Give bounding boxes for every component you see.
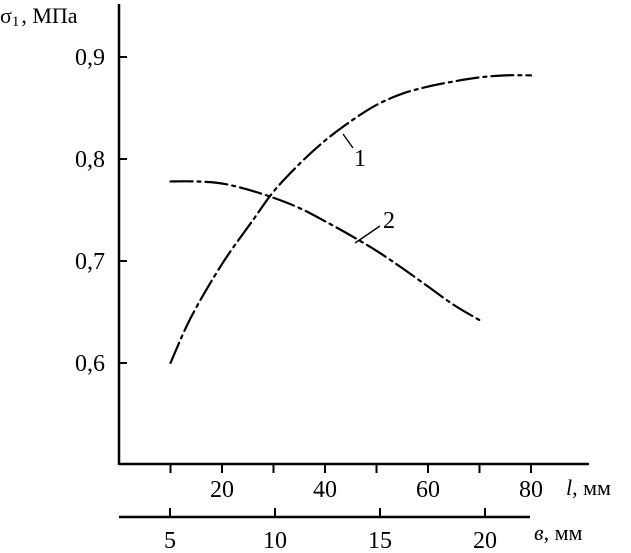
curve-label-1: 1 <box>354 146 366 172</box>
y-tick-label: 0,9 <box>75 45 105 71</box>
y-tick-label: 0,6 <box>75 351 105 377</box>
x-tick-label-l: 80 <box>519 477 543 503</box>
labels: 0,6 0,7 0,8 0,9 20 40 60 80 5 10 15 20 σ1, МПа l, мм в… <box>0 3 611 553</box>
x-axis-b-title: в, мм <box>534 520 582 545</box>
y-tick-label: 0,7 <box>75 249 105 275</box>
x-axis-l-title: l, мм <box>566 475 611 500</box>
ticks <box>119 56 532 517</box>
x-tick-label-l: 20 <box>210 477 234 503</box>
x-tick-label-l: 60 <box>416 477 440 503</box>
curve-label-2: 2 <box>383 208 395 234</box>
curve-1 <box>169 74 533 365</box>
leader-line-2 <box>354 225 381 244</box>
x-tick-label-b: 5 <box>164 528 176 553</box>
leader-line-1 <box>342 133 354 149</box>
y-axis-title: σ1, МПа <box>0 3 78 30</box>
x-tick-label-b: 20 <box>473 528 497 553</box>
curve-2 <box>169 180 481 322</box>
y-tick-label: 0,8 <box>75 147 105 173</box>
x-tick-label-b: 15 <box>368 528 392 553</box>
x-tick-label-l: 40 <box>313 477 337 503</box>
curves <box>169 74 533 365</box>
x-tick-label-b: 10 <box>263 528 287 553</box>
axes <box>117 4 589 519</box>
